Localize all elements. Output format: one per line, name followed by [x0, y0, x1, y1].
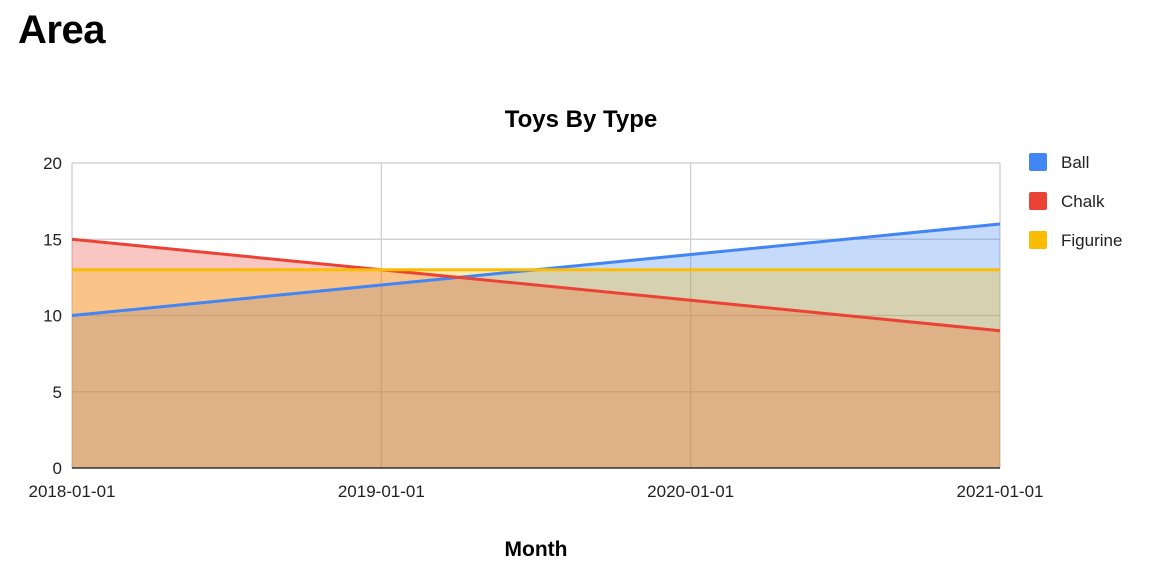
x-axis-title: Month: [505, 538, 568, 561]
line-chalk: [71, 237, 1001, 333]
x-tick-label: 2021-01-01: [957, 482, 1044, 501]
y-tick-label: 5: [53, 383, 62, 402]
legend-label-ball: Ball: [1061, 153, 1089, 172]
area-chalk: [72, 239, 1000, 468]
x-tick-label: 2018-01-01: [29, 482, 116, 501]
x-tick-label: 2019-01-01: [338, 482, 425, 501]
x-tick-label: 2020-01-01: [647, 482, 734, 501]
area-figurine: [72, 269, 1000, 468]
y-tick-label: 0: [53, 459, 62, 478]
legend-swatch-ball: [1029, 153, 1047, 171]
legend-label-figurine: Figurine: [1061, 231, 1122, 250]
page-heading: Area: [18, 8, 105, 52]
grid-lines: [71, 162, 1001, 468]
series-areas: [72, 224, 1000, 468]
series-lines: [71, 222, 1001, 333]
legend: Ball Chalk Figurine: [1029, 153, 1122, 250]
legend-label-chalk: Chalk: [1061, 192, 1105, 211]
legend-swatch-figurine: [1029, 231, 1047, 249]
chart-title: Toys By Type: [505, 106, 657, 133]
x-tick-labels: 2018-01-01 2019-01-01 2020-01-01 2021-01-01: [29, 482, 1044, 501]
y-tick-labels: 0 5 10 15 20: [43, 154, 62, 478]
y-tick-label: 15: [43, 230, 62, 249]
area-ball: [72, 224, 1000, 468]
legend-swatch-chalk: [1029, 192, 1047, 210]
y-tick-label: 10: [43, 307, 62, 326]
y-tick-label: 20: [43, 154, 62, 173]
